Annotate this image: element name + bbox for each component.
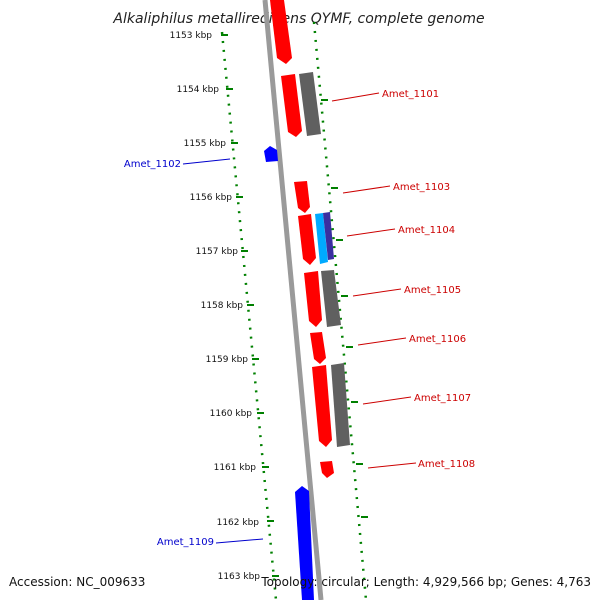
forward-genes: [270, 0, 334, 478]
gray-feature: [299, 72, 321, 136]
connector-amet-1108: [367, 462, 417, 469]
right-track-ticks: [321, 99, 368, 518]
connector-amet-1106: [357, 337, 407, 346]
connector-amet-1103: [342, 185, 391, 194]
kbp-label: 1153 kbp: [170, 31, 213, 41]
label-amet-1109[interactable]: Amet_1109: [157, 537, 214, 548]
rna-features: [315, 212, 334, 264]
kbp-label: 1160 kbp: [210, 409, 253, 419]
gene-labels: Amet_1101 Amet_1102 Amet_1103 Amet_1104 …: [124, 89, 475, 548]
label-connectors: [182, 92, 417, 544]
kbp-label: 1163 kbp: [218, 572, 261, 582]
kbp-label: 1158 kbp: [201, 301, 244, 311]
reverse-genes: [264, 146, 314, 600]
label-amet-1103[interactable]: Amet_1103: [393, 182, 450, 193]
kbp-label: 1154 kbp: [177, 85, 220, 95]
kbp-major-ticks: [221, 34, 279, 577]
kbp-label: 1155 kbp: [184, 139, 227, 149]
gene-feature-amet-1102[interactable]: [264, 146, 278, 162]
other-features: [299, 72, 350, 447]
gene-feature-amet-1108[interactable]: [320, 461, 334, 478]
kbp-label: 1159 kbp: [206, 355, 249, 365]
genome-title: Alkaliphilus metalliredigens QYMF, compl…: [112, 11, 484, 27]
label-amet-1102[interactable]: Amet_1102: [124, 159, 181, 170]
topology-text: Topology: circular; Length: 4,929,566 bp…: [260, 575, 591, 589]
gene-feature-amet-1105[interactable]: [304, 271, 322, 327]
label-amet-1108[interactable]: Amet_1108: [418, 459, 475, 470]
gray-feature: [321, 270, 341, 327]
label-amet-1101[interactable]: Amet_1101: [382, 89, 439, 100]
rna-feature: [323, 212, 334, 260]
right-tick-track: [312, 21, 368, 600]
connector-amet-1109: [215, 538, 264, 544]
gene-feature-amet-1106[interactable]: [310, 332, 326, 364]
gene-feature-amet-1103[interactable]: [294, 181, 310, 213]
rna-feature: [315, 213, 328, 264]
accession-text: Accession: NC_009633: [9, 575, 145, 589]
kbp-labels: 1153 kbp 1154 kbp 1155 kbp 1156 kbp 1157…: [170, 31, 261, 582]
gene-feature-amet-1101[interactable]: [281, 74, 302, 137]
label-amet-1106[interactable]: Amet_1106: [409, 334, 466, 345]
connector-amet-1101: [331, 92, 380, 102]
left-tick-track: [220, 31, 278, 600]
connector-amet-1102: [182, 158, 231, 165]
kbp-label: 1156 kbp: [190, 193, 233, 203]
genome-backbone: [262, 0, 324, 600]
gene-feature-amet-1104[interactable]: [298, 214, 316, 265]
gene-feature-amet-1107[interactable]: [312, 365, 332, 447]
label-amet-1104[interactable]: Amet_1104: [398, 225, 455, 236]
kbp-label: 1161 kbp: [214, 463, 257, 473]
kbp-label: 1157 kbp: [196, 247, 239, 257]
gene-feature: [270, 0, 292, 64]
gray-feature: [331, 363, 350, 447]
label-amet-1105[interactable]: Amet_1105: [404, 285, 461, 296]
gene-feature-amet-1109[interactable]: [295, 486, 314, 600]
connector-amet-1104: [346, 228, 396, 237]
kbp-label: 1162 kbp: [217, 518, 260, 528]
connector-amet-1107: [362, 396, 412, 405]
label-amet-1107[interactable]: Amet_1107: [414, 393, 471, 404]
connector-amet-1105: [352, 288, 402, 297]
